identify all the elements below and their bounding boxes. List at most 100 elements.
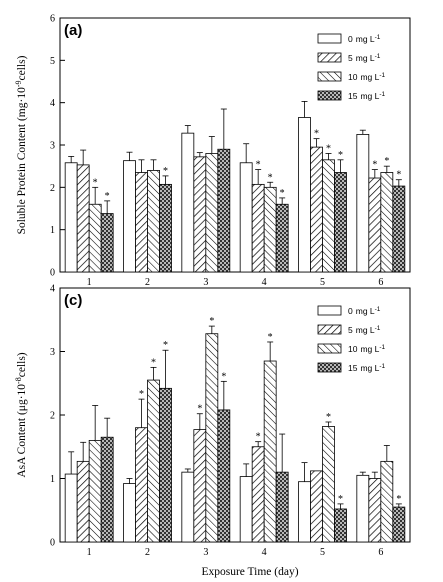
significance-star: * [93, 177, 98, 188]
y-tick-label: 3 [50, 347, 55, 358]
bar [123, 483, 136, 543]
bar [159, 183, 172, 273]
x-tick-label: 4 [262, 547, 267, 558]
bar [251, 183, 265, 273]
significance-star: * [163, 340, 168, 351]
legend-label-unit: mg L [356, 306, 375, 316]
chart-root: 0 1 2 3 4 5 6 1 2 3 4 5 6 * * * * * * * * * * * * (a) Soluble Prot… [14, 14, 411, 558]
bar [380, 172, 394, 273]
x-tick-label: 1 [87, 547, 92, 558]
x-tick-label: 1 [87, 277, 92, 288]
bar [217, 148, 231, 273]
y-tick-label: 4 [50, 98, 55, 109]
panel-label: (c) [64, 292, 82, 309]
bar [239, 476, 253, 543]
x-tick-label: 2 [145, 547, 150, 558]
legend-label-exp: -1 [375, 325, 381, 332]
chart-panel-1: 0 1 2 3 4 1 2 3 4 5 6 * * * * * * * * * * * (c) AsA Content (μg… [14, 284, 411, 558]
bar [275, 471, 289, 543]
y-tick-label: 2 [50, 183, 55, 194]
significance-star: * [396, 494, 401, 505]
bar [310, 470, 323, 543]
y-axis-title: AsA Content (μg·10-8cells) [14, 352, 29, 477]
legend-label: 15 mg L-1 [348, 363, 386, 374]
bar [298, 481, 311, 543]
x-tick-label: 2 [145, 277, 150, 288]
bar [64, 473, 78, 543]
bar [239, 162, 253, 273]
bar [334, 172, 347, 273]
legend-label-exp: -1 [379, 72, 385, 79]
legend-swatch [317, 305, 342, 316]
x-tick-label: 3 [203, 277, 208, 288]
bar [135, 427, 148, 543]
y-tick-label: 6 [50, 14, 55, 25]
legend-label-value: 5 [348, 53, 353, 63]
significance-star: * [338, 150, 343, 161]
bar [392, 185, 406, 273]
legend-swatch [317, 343, 342, 354]
legend-label-exp: -1 [379, 363, 385, 370]
bar [147, 379, 160, 543]
legend-label-value: 15 [348, 363, 358, 373]
significance-star: * [384, 156, 389, 167]
legend-label: 0 mg L-1 [348, 34, 381, 45]
x-axis-title: Exposure Time (day) [201, 566, 298, 578]
significance-star: * [256, 160, 261, 171]
significance-star: * [268, 172, 273, 183]
bar [76, 460, 90, 543]
significance-star: * [326, 143, 331, 154]
bar [205, 153, 219, 273]
legend-label: 10 mg L-1 [348, 344, 386, 355]
significance-star: * [163, 166, 168, 177]
significance-star: * [268, 332, 273, 343]
x-tick-label: 4 [262, 277, 267, 288]
x-tick-label: 5 [320, 277, 325, 288]
bar [193, 429, 207, 543]
legend-label-value: 0 [348, 34, 353, 44]
significance-star: * [280, 188, 285, 199]
legend-label-value: 15 [348, 91, 358, 101]
legend-label-value: 10 [348, 72, 358, 82]
bar [181, 471, 195, 543]
legend-label-exp: -1 [379, 344, 385, 351]
x-tick-label: 3 [203, 547, 208, 558]
bar [217, 409, 231, 543]
significance-star: * [338, 494, 343, 505]
significance-star: * [372, 160, 377, 171]
y-tick-label: 5 [50, 56, 55, 67]
bar [193, 156, 207, 273]
chart-panel-0: 0 1 2 3 4 5 6 1 2 3 4 5 6 * * * * * * * * * * * * (a) Soluble Prot… [14, 14, 411, 288]
y-tick-label: 1 [50, 225, 55, 236]
legend-swatch [317, 71, 342, 82]
significance-star: * [314, 129, 319, 140]
bar [380, 460, 394, 543]
legend-label-exp: -1 [375, 34, 381, 41]
bar [263, 186, 277, 273]
bar [147, 169, 160, 273]
bar [181, 132, 195, 273]
significance-star: * [221, 371, 226, 382]
bar [310, 146, 323, 273]
significance-star: * [105, 191, 110, 202]
bar [356, 134, 370, 273]
legend-label: 0 mg L-1 [348, 306, 381, 317]
legend-label-value: 5 [348, 325, 353, 335]
bar [100, 213, 114, 273]
x-tick-label: 6 [378, 277, 383, 288]
legend-swatch [317, 90, 342, 101]
legend-label-unit: mg L [360, 363, 379, 373]
x-tick-label: 6 [378, 547, 383, 558]
bar [263, 360, 277, 543]
y-tick-label: 1 [50, 474, 55, 485]
legend-swatch [317, 33, 342, 44]
legend-label-unit: mg L [356, 325, 375, 335]
bar [135, 172, 148, 273]
legend-swatch [317, 324, 342, 335]
legend-label-value: 10 [348, 344, 358, 354]
legend-label: 5 mg L-1 [348, 53, 381, 64]
significance-star: * [151, 357, 156, 368]
y-axis-title-main: Soluble Protein Content (mg·10 [16, 87, 28, 235]
bar [275, 203, 289, 273]
bar [64, 162, 78, 273]
